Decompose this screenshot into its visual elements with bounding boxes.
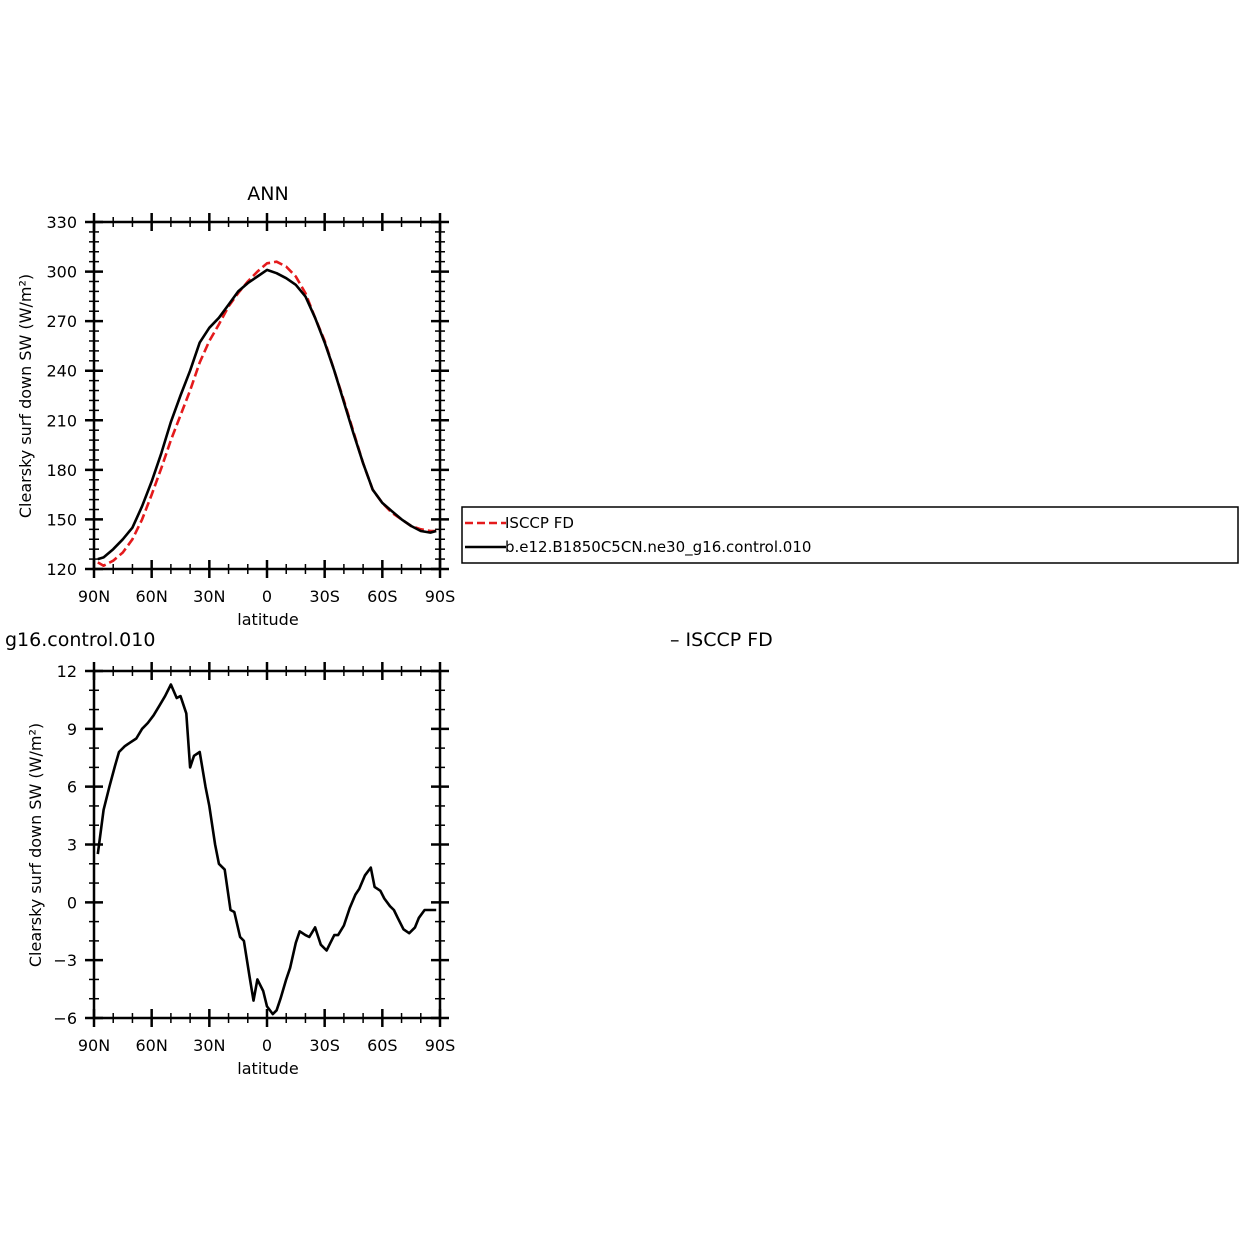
y-tick-label: 270 [46, 312, 77, 331]
y-tick-label: 300 [46, 263, 77, 282]
bottom-panel: g16.control.010 – ISCCP FD 90N 60N 30N 0 30S… [5, 629, 773, 1078]
x-tick-label: 30N [193, 587, 225, 606]
legend-label-model: b.e12.B1850C5CN.ne30_g16.control.010 [505, 538, 811, 557]
x-tick-label: 60S [367, 587, 398, 606]
bottom-panel-title-right: – ISCCP FD [670, 629, 773, 651]
top-panel-title: ANN [247, 183, 288, 205]
y-tick-label: 120 [46, 560, 77, 579]
x-tick-label: 60N [136, 1036, 168, 1055]
bottom-panel-ylabel: Clearsky surf down SW (W/m²) [26, 723, 45, 967]
top-panel: ANN 90N 60N 30N 0 30S 60S 90S 120 150 180 210 240 27… [16, 183, 455, 629]
y-tick-label: 180 [46, 461, 77, 480]
y-tick-label: −3 [53, 951, 77, 970]
series-line-0 [96, 683, 437, 1016]
series-line-0 [97, 260, 437, 568]
x-tick-label: 90S [425, 587, 456, 606]
y-tick-label: 240 [46, 362, 77, 381]
y-tick-label: 150 [46, 510, 77, 529]
y-tick-label: −6 [53, 1009, 77, 1028]
x-tick-label: 90S [425, 1036, 456, 1055]
x-tick-label: 0 [262, 587, 272, 606]
x-tick-label: 30N [193, 1036, 225, 1055]
x-tick-label: 90N [78, 587, 110, 606]
y-tick-label: 0 [67, 893, 77, 912]
top-panel-ylabel: Clearsky surf down SW (W/m²) [16, 274, 35, 518]
x-tick-label: 30S [309, 587, 340, 606]
bottom-panel-title: g16.control.010 [5, 629, 155, 651]
x-tick-label: 60S [367, 1036, 398, 1055]
top-panel-xlabel: latitude [237, 610, 298, 629]
y-tick-label: 12 [57, 662, 77, 681]
y-tick-label: 210 [46, 411, 77, 430]
top-panel-axes: 90N 60N 30N 0 30S 60S 90S 120 150 180 210 240 270 300… [46, 213, 455, 606]
x-tick-label: 90N [78, 1036, 110, 1055]
y-tick-label: 6 [67, 778, 77, 797]
series-line-1 [97, 268, 437, 561]
x-tick-label: 30S [309, 1036, 340, 1055]
y-tick-label: 9 [67, 720, 77, 739]
x-tick-label: 60N [136, 587, 168, 606]
legend-box [461, 506, 1239, 564]
x-tick-label: 0 [262, 1036, 272, 1055]
y-tick-label: 3 [67, 836, 77, 855]
legend: ISCCP FD b.e12.B1850C5CN.ne30_g16.contro… [461, 506, 1239, 564]
bottom-panel-axes: 90N 60N 30N 0 30S 60S 90S −6 −3 0 3 6 9 12 [53, 662, 455, 1055]
bottom-panel-xlabel: latitude [237, 1059, 298, 1078]
legend-label-isccp: ISCCP FD [505, 514, 574, 532]
y-tick-label: 330 [46, 213, 77, 232]
